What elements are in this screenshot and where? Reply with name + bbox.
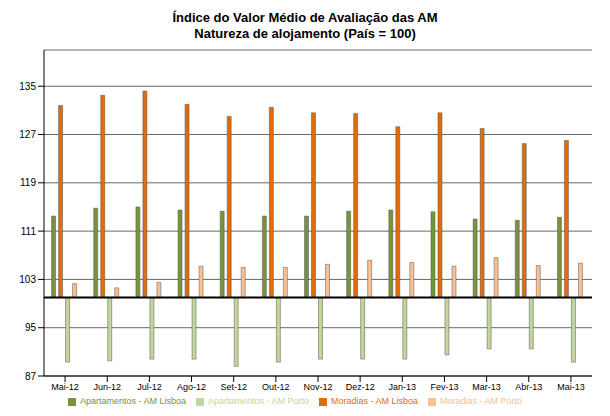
svg-text:Jul-12: Jul-12 [137, 382, 162, 392]
svg-text:Fev-13: Fev-13 [430, 382, 458, 392]
svg-text:111: 111 [21, 226, 37, 237]
svg-text:103: 103 [19, 274, 36, 285]
html-text:Apartamentos - AM Lisboa: Apartamentos - AM Lisboa [79, 396, 186, 406]
svg-text:Jun-12: Jun-12 [93, 382, 121, 392]
svg-text:Ago-12: Ago-12 [177, 382, 206, 392]
html-text:Índice do Valor Médio de Avali: Índice do Valor Médio de Avaliação das A… [172, 10, 438, 25]
html-text:Apartamentos - AM Porto: Apartamentos - AM Porto [208, 396, 309, 406]
html-text:Moradias - AM Lisboa: Moradias - AM Lisboa [331, 396, 419, 406]
svg-text:87: 87 [25, 371, 37, 382]
svg-text:Mai-13: Mai-13 [557, 382, 585, 392]
svg-text:Out-12: Out-12 [262, 382, 290, 392]
svg-text:Mar-13: Mar-13 [472, 382, 501, 392]
svg-text:Jan-13: Jan-13 [389, 382, 417, 392]
svg-text:Abr-13: Abr-13 [515, 382, 542, 392]
svg-text:95: 95 [25, 322, 37, 333]
svg-text:Mai-12: Mai-12 [51, 382, 79, 392]
svg-text:Set-12: Set-12 [220, 382, 247, 392]
svg-text:135: 135 [19, 81, 36, 92]
svg-text:Dez-12: Dez-12 [346, 382, 375, 392]
svg-text:127: 127 [19, 129, 36, 140]
html-text:Natureza de alojamento (País =: Natureza de alojamento (País = 100) [194, 26, 416, 41]
svg-text:119: 119 [20, 177, 36, 188]
svg-text:Nov-12: Nov-12 [303, 382, 332, 392]
html-text:Moradias - AM Porto: Moradias - AM Porto [440, 396, 523, 406]
